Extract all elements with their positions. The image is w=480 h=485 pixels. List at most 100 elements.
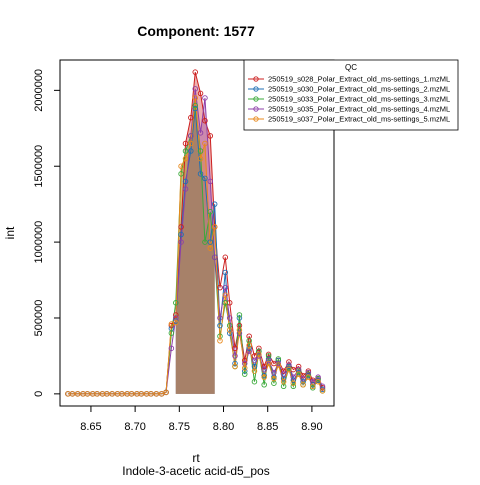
data-point bbox=[202, 95, 208, 101]
data-point bbox=[275, 362, 282, 368]
data-point bbox=[178, 163, 184, 169]
chart-title: Component: 1577 bbox=[137, 23, 255, 39]
data-point bbox=[261, 372, 267, 379]
legend-entry-label: 250519_s033_Polar_Extract_old_ms-setting… bbox=[268, 95, 450, 104]
data-point bbox=[188, 140, 194, 147]
data-point bbox=[182, 140, 189, 147]
data-point bbox=[232, 353, 238, 359]
data-point bbox=[168, 330, 175, 336]
x-tick-label: 8.90 bbox=[301, 421, 322, 433]
data-point bbox=[241, 368, 248, 374]
y-tick-label: 1000000 bbox=[33, 221, 45, 264]
data-point bbox=[271, 375, 277, 382]
data-point bbox=[217, 284, 223, 291]
legend-title: QC bbox=[345, 63, 357, 72]
data-point bbox=[128, 391, 135, 397]
data-point bbox=[173, 312, 179, 318]
legend: QC 250519_s028_Polar_Extract_old_ms-sett… bbox=[243, 59, 459, 131]
data-point bbox=[280, 378, 287, 385]
data-point bbox=[319, 386, 326, 393]
data-point bbox=[119, 391, 125, 397]
data-point bbox=[178, 171, 184, 177]
data-point bbox=[197, 171, 204, 177]
data-point bbox=[188, 133, 194, 139]
data-point bbox=[315, 375, 321, 382]
y-tick-label: 1500000 bbox=[33, 145, 45, 188]
data-point bbox=[197, 155, 204, 162]
x-axis-label: rt bbox=[192, 451, 200, 465]
data-point bbox=[232, 345, 238, 352]
data-point bbox=[69, 391, 76, 397]
data-point bbox=[251, 357, 258, 364]
legend-swatch-marker bbox=[253, 76, 259, 82]
data-point bbox=[261, 382, 267, 388]
data-point bbox=[94, 391, 100, 397]
data-point bbox=[192, 86, 198, 92]
data-point bbox=[232, 363, 238, 370]
data-point bbox=[207, 178, 214, 185]
data-point bbox=[207, 245, 214, 251]
data-point bbox=[109, 391, 115, 397]
data-point bbox=[300, 375, 306, 382]
data-point bbox=[286, 365, 292, 371]
data-point bbox=[241, 365, 248, 371]
legend-entry-label: 250519_s035_Polar_Extract_old_ms-setting… bbox=[268, 105, 450, 114]
data-point bbox=[211, 224, 218, 230]
data-point bbox=[138, 391, 145, 397]
data-point bbox=[217, 337, 223, 344]
data-point bbox=[207, 209, 214, 215]
data-point bbox=[246, 345, 252, 352]
data-point bbox=[261, 363, 267, 370]
data-point bbox=[197, 148, 204, 154]
data-point bbox=[246, 342, 252, 349]
data-point bbox=[74, 391, 81, 397]
data-point bbox=[265, 357, 272, 364]
data-point bbox=[192, 105, 198, 112]
legend-swatch-marker bbox=[253, 106, 259, 112]
data-point bbox=[261, 366, 267, 373]
legend-swatch-marker bbox=[253, 86, 259, 92]
chart-subtitle: Indole-3-acetic acid-d5_pos bbox=[122, 464, 269, 478]
data-point bbox=[192, 69, 198, 75]
x-tick-label: 8.65 bbox=[80, 421, 101, 433]
data-point bbox=[222, 300, 229, 306]
data-point bbox=[202, 140, 208, 147]
data-point bbox=[222, 292, 229, 298]
data-point bbox=[290, 380, 297, 386]
data-point bbox=[295, 369, 302, 376]
data-point bbox=[84, 391, 91, 397]
data-point bbox=[241, 357, 248, 364]
data-point bbox=[182, 186, 189, 192]
y-axis: 0 500000 1000000 1500000 2000000 bbox=[33, 69, 61, 397]
data-point bbox=[192, 95, 198, 101]
data-point bbox=[226, 315, 233, 321]
data-point bbox=[256, 353, 262, 359]
data-point bbox=[173, 319, 179, 326]
data-point bbox=[256, 345, 262, 352]
data-point bbox=[232, 360, 238, 367]
data-point bbox=[202, 117, 208, 124]
peak-area bbox=[175, 97, 215, 394]
data-point bbox=[222, 254, 229, 261]
data-point bbox=[207, 239, 214, 245]
data-point bbox=[148, 391, 154, 397]
legend-swatch-marker bbox=[253, 96, 259, 102]
x-tick-label: 8.85 bbox=[257, 421, 278, 433]
x-tick-label: 8.70 bbox=[124, 421, 145, 433]
data-point bbox=[153, 391, 160, 397]
x-axis: 8.65 8.70 8.75 8.80 8.85 8.90 bbox=[80, 405, 323, 433]
data-point bbox=[310, 382, 316, 388]
data-point bbox=[226, 327, 233, 333]
data-point bbox=[197, 130, 204, 136]
y-tick-label: 0 bbox=[33, 391, 45, 397]
data-point bbox=[211, 254, 218, 261]
legend-entry-label: 250519_s037_Polar_Extract_old_ms-setting… bbox=[268, 115, 450, 124]
data-point bbox=[290, 374, 297, 380]
data-point bbox=[319, 385, 326, 391]
data-point bbox=[305, 372, 312, 379]
peak-area bbox=[175, 88, 215, 394]
data-point bbox=[310, 385, 316, 391]
data-point bbox=[241, 371, 248, 377]
